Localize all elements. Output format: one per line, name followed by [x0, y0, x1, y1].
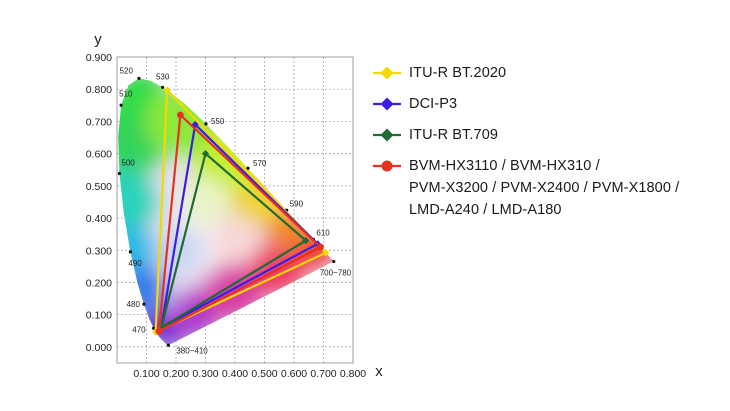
x-tick-label: 0.100 [133, 368, 159, 380]
primary-marker [201, 150, 210, 158]
legend-label: ITU-R BT.2020 [409, 62, 506, 84]
x-tick-label: 0.800 [340, 368, 366, 380]
legend-item: ITU-R BT.2020 [372, 62, 722, 84]
x-tick-label: 0.400 [222, 368, 248, 380]
y-tick-label: 0.800 [86, 84, 112, 96]
legend-label-line: ITU-R BT.2020 [409, 65, 507, 81]
x-tick-label: 0.200 [163, 368, 189, 380]
wavelength-label: 610 [316, 228, 330, 237]
wavelength-labels: 380~410 470 480 490 500 510 520 530 550 570 590 610… [117, 66, 352, 355]
gamut-triangle [157, 113, 322, 333]
primary-marker [163, 86, 171, 94]
x-tick-label: 0.600 [281, 368, 307, 380]
legend-circle-icon [373, 160, 401, 172]
legend-label-line: DCI-P3 [409, 96, 458, 112]
y-tick-label: 0.200 [86, 277, 112, 289]
wavelength-label: 570 [253, 159, 267, 168]
y-tick-label: 0.100 [86, 310, 112, 322]
spectral-locus-gradient [118, 78, 334, 346]
y-tick-label: 0.300 [86, 245, 112, 257]
wavelength-label: 470 [132, 325, 146, 334]
wavelength-label: 500 [121, 158, 135, 167]
wavelength-label: 490 [128, 259, 142, 268]
y-tick-label: 0.400 [86, 213, 112, 225]
wavelength-label: 520 [120, 66, 134, 75]
y-axis-title: y [94, 31, 102, 48]
gamut-triangle [160, 123, 319, 329]
y-tick-label: 0.900 [86, 52, 112, 64]
legend-label-line: ITU-R BT.709 [409, 127, 499, 143]
wavelength-label: 480 [127, 300, 141, 309]
wavelength-point [204, 122, 208, 126]
wavelength-point [161, 85, 165, 89]
x-tick-label: 0.500 [251, 368, 277, 380]
wavelength-point [166, 343, 170, 347]
legend-label-line: PVM-X3200 / PVM-X2400 / PVM-X1800 / [409, 180, 680, 196]
wavelength-label: 590 [290, 199, 304, 208]
primary-marker [317, 243, 324, 251]
bvm-hx3110-bvm-hx310-pvm-x3200-pvm-x2400-series [155, 111, 324, 335]
wavelength-label: 510 [119, 89, 133, 98]
legend-label: ITU-R BT.709 [409, 124, 498, 146]
wavelength-point [142, 302, 146, 306]
wavelength-point [152, 326, 156, 330]
wavelength-label: 550 [211, 117, 225, 126]
legend-label: BVM-HX3110 / BVM-HX310 / PVM-X3200 / PVM-… [409, 155, 679, 221]
legend-label: DCI-P3 [409, 93, 457, 115]
legend-label-line: LMD-A240 / LMD-A180 [409, 202, 562, 218]
gamut-triangles [152, 86, 330, 336]
primary-marker [177, 111, 184, 119]
y-tick-label: 0.000 [86, 342, 112, 354]
primary-marker [302, 237, 310, 245]
y-tick-label: 0.600 [86, 149, 112, 161]
legend-diamond-icon [373, 97, 401, 111]
wavelength-point [246, 166, 250, 170]
legend-label-line: BVM-HX3110 / BVM-HX310 / [409, 158, 600, 174]
wavelength-label: 380~410 [176, 346, 208, 355]
legend-item: DCI-P3 [372, 93, 722, 115]
legend-diamond-icon [373, 66, 401, 80]
wavelength-label: 700~780 [320, 268, 352, 277]
axis-ticks: 0.100 0.200 0.300 0.400 0.500 0.600 0.700 0.800… [86, 52, 367, 380]
x-axis-title: x [375, 363, 383, 380]
wavelength-point [137, 76, 141, 80]
legend-item: BVM-HX3110 / BVM-HX310 / PVM-X3200 / PVM-… [372, 155, 722, 221]
y-tick-label: 0.500 [86, 181, 112, 193]
y-tick-label: 0.700 [86, 116, 112, 128]
x-tick-label: 0.700 [310, 368, 336, 380]
legend: ITU-R BT.2020 DCI-P3 ITU-R BT.709 BVM-HX311… [372, 62, 722, 230]
legend-item: ITU-R BT.709 [372, 124, 722, 146]
wavelength-point [117, 171, 122, 176]
gamut-triangle [160, 152, 307, 329]
legend-diamond-icon [373, 128, 401, 142]
wavelength-point [332, 259, 336, 264]
gamut-triangle [154, 89, 327, 334]
wavelength-point [128, 250, 132, 254]
primary-marker [322, 249, 330, 257]
wavelength-label: 530 [156, 72, 170, 81]
primary-marker [155, 328, 163, 335]
x-tick-label: 0.300 [192, 368, 218, 380]
wavelength-point [119, 103, 123, 107]
